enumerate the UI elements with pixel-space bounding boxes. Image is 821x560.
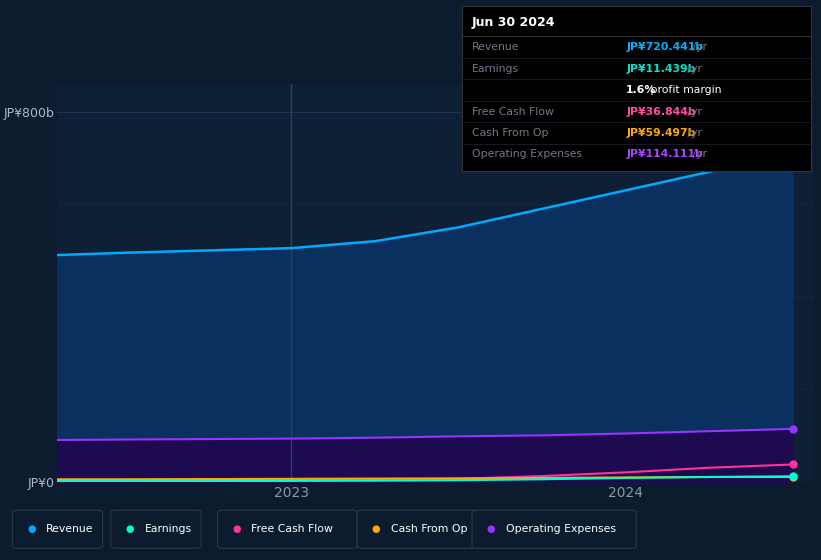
Text: ●: ● bbox=[126, 524, 134, 534]
Text: Operating Expenses: Operating Expenses bbox=[506, 524, 616, 534]
Text: Earnings: Earnings bbox=[472, 64, 519, 73]
Text: ●: ● bbox=[487, 524, 495, 534]
Text: Cash From Op: Cash From Op bbox=[472, 128, 548, 138]
Text: /yr: /yr bbox=[684, 128, 702, 138]
Text: Free Cash Flow: Free Cash Flow bbox=[472, 106, 554, 116]
Text: ●: ● bbox=[27, 524, 35, 534]
Text: /yr: /yr bbox=[684, 106, 702, 116]
Text: JP¥720.441b: JP¥720.441b bbox=[626, 42, 704, 52]
Text: Revenue: Revenue bbox=[46, 524, 94, 534]
Text: 1.6%: 1.6% bbox=[626, 85, 657, 95]
Text: JP¥36.844b: JP¥36.844b bbox=[626, 106, 696, 116]
Text: Earnings: Earnings bbox=[144, 524, 191, 534]
Text: JP¥11.439b: JP¥11.439b bbox=[626, 64, 695, 73]
Text: /yr: /yr bbox=[690, 42, 707, 52]
Text: Operating Expenses: Operating Expenses bbox=[472, 150, 582, 160]
Text: profit margin: profit margin bbox=[647, 85, 721, 95]
Text: JP¥114.111b: JP¥114.111b bbox=[626, 150, 703, 160]
Text: /yr: /yr bbox=[684, 64, 702, 73]
Text: Revenue: Revenue bbox=[472, 42, 520, 52]
Text: Free Cash Flow: Free Cash Flow bbox=[251, 524, 333, 534]
Text: JP¥59.497b: JP¥59.497b bbox=[626, 128, 695, 138]
Text: /yr: /yr bbox=[690, 150, 707, 160]
Text: Jun 30 2024: Jun 30 2024 bbox=[472, 16, 556, 29]
Text: Cash From Op: Cash From Op bbox=[391, 524, 467, 534]
Text: ●: ● bbox=[232, 524, 241, 534]
Text: ●: ● bbox=[372, 524, 380, 534]
